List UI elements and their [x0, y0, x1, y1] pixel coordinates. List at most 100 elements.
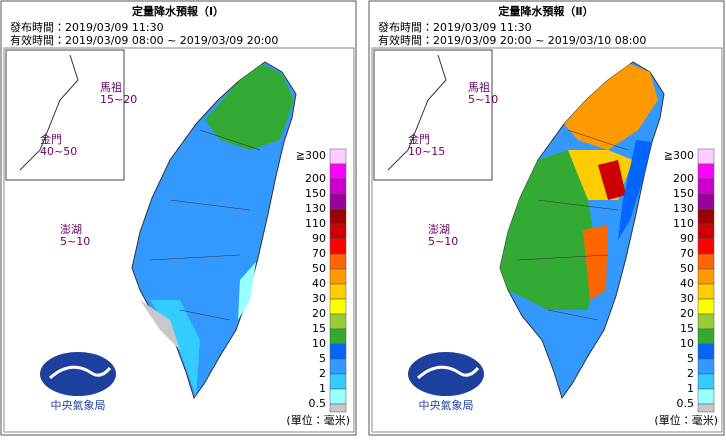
rain-area	[238, 262, 256, 320]
rain-area	[598, 160, 626, 200]
panel-title: 定量降水預報（Ⅰ）	[132, 4, 224, 18]
legend-label: 40	[680, 277, 694, 290]
legend-label: 20	[680, 307, 694, 320]
legend-swatch	[697, 178, 715, 195]
legend-label: 1	[687, 382, 694, 395]
legend-label: 15	[312, 322, 326, 335]
rain-area	[500, 150, 598, 310]
legend-swatch	[329, 343, 347, 360]
legend-swatch	[697, 148, 715, 165]
legend-label: 2	[687, 367, 694, 380]
legend-swatch	[329, 268, 347, 285]
logo-swirl	[48, 365, 112, 380]
rain-area	[583, 225, 608, 300]
legend-swatch	[329, 298, 347, 315]
legend-swatch	[697, 328, 715, 345]
rain-area	[618, 140, 652, 240]
rain-area	[564, 64, 658, 150]
panel: 定量降水預報（Ⅱ） 發布時間：2019/03/09 11:30有效時間：2019/…	[368, 0, 725, 436]
legend-swatch	[697, 373, 715, 390]
island-amount: 10~15	[408, 145, 445, 158]
logo-swirl	[416, 365, 480, 380]
legend-swatch	[329, 358, 347, 375]
legend-swatch	[329, 283, 347, 300]
legend-swatch	[329, 223, 347, 240]
legend-label: 50	[680, 262, 694, 275]
county-lines	[517, 129, 629, 321]
legend-label: ≧300	[296, 149, 326, 162]
panel: 定量降水預報（Ⅰ） 發布時間：2019/03/09 11:30有效時間：2019/…	[0, 0, 357, 436]
legend-swatch	[329, 373, 347, 390]
legend-label: 15	[680, 322, 694, 335]
legend-swatch	[697, 253, 715, 270]
inset-box	[373, 49, 493, 181]
legend-label: 10	[680, 337, 694, 350]
island-name: 澎湖	[428, 223, 450, 236]
island-name: 馬祖	[100, 80, 122, 94]
legend-swatch	[697, 193, 715, 210]
valid-time: 有效時間：2019/03/09 08:00 ~ 2019/03/09 20:00	[10, 33, 278, 47]
legend-label: 5	[319, 352, 326, 365]
legend-swatch	[697, 163, 715, 180]
island-name: 澎湖	[60, 223, 82, 236]
issue-time: 發布時間：2019/03/09 11:30	[378, 20, 532, 34]
county-lines	[149, 129, 261, 321]
legend-label: 30	[680, 292, 694, 305]
legend-label: 90	[680, 232, 694, 245]
logo-mark	[408, 352, 484, 396]
legend-swatch	[329, 208, 347, 225]
inset-box	[5, 49, 125, 181]
legend-swatch	[697, 208, 715, 225]
island-amount: 5~10	[468, 93, 498, 106]
legend-swatch	[697, 313, 715, 330]
legend-label: ≧300	[664, 149, 694, 162]
legend-swatch	[329, 313, 347, 330]
island-amount: 15~20	[100, 93, 137, 106]
legend-swatch	[329, 163, 347, 180]
legend-swatch	[697, 283, 715, 300]
legend-label: 130	[305, 202, 326, 215]
legend-swatch	[697, 403, 715, 413]
legend-label: 10	[312, 337, 326, 350]
legend-label: 110	[673, 217, 694, 230]
island-name: 馬祖	[468, 80, 490, 94]
legend-label: 90	[312, 232, 326, 245]
legend-label: 150	[305, 187, 326, 200]
legend-swatch	[329, 328, 347, 345]
legend-label: 1	[319, 382, 326, 395]
legend-swatch	[697, 238, 715, 255]
legend-label: 0.5	[309, 397, 327, 410]
issue-time: 發布時間：2019/03/09 11:30	[10, 20, 164, 34]
rain-area	[140, 300, 180, 350]
island-name: 金門	[408, 132, 430, 146]
legend-swatch	[697, 388, 715, 405]
legend-swatch	[697, 298, 715, 315]
legend-label: 40	[312, 277, 326, 290]
legend-swatch	[697, 268, 715, 285]
island-amount: 5~10	[60, 235, 90, 248]
legend-swatch	[697, 343, 715, 360]
legend-swatch	[329, 388, 347, 405]
legend-label: 20	[312, 307, 326, 320]
logo-text: 中央氣象局	[51, 398, 106, 412]
legend-label: 200	[305, 172, 326, 185]
legend-label: 70	[680, 247, 694, 260]
legend-label: 200	[673, 172, 694, 185]
logo-text: 中央氣象局	[419, 398, 474, 412]
legend-label: 5	[687, 352, 694, 365]
legend-swatch	[697, 223, 715, 240]
legend-label: 150	[673, 187, 694, 200]
rain-area	[205, 64, 294, 150]
legend-label: 110	[305, 217, 326, 230]
coastline	[387, 54, 447, 171]
legend-swatch	[329, 193, 347, 210]
legend-swatch	[329, 148, 347, 165]
legend-swatch	[329, 403, 347, 413]
island-amount: 5~10	[428, 235, 458, 248]
rain-area	[150, 300, 200, 396]
panel-title: 定量降水預報（Ⅱ）	[498, 4, 593, 18]
legend-label: 50	[312, 262, 326, 275]
unit: (單位：毫米)	[654, 413, 718, 427]
coastline	[19, 54, 79, 171]
